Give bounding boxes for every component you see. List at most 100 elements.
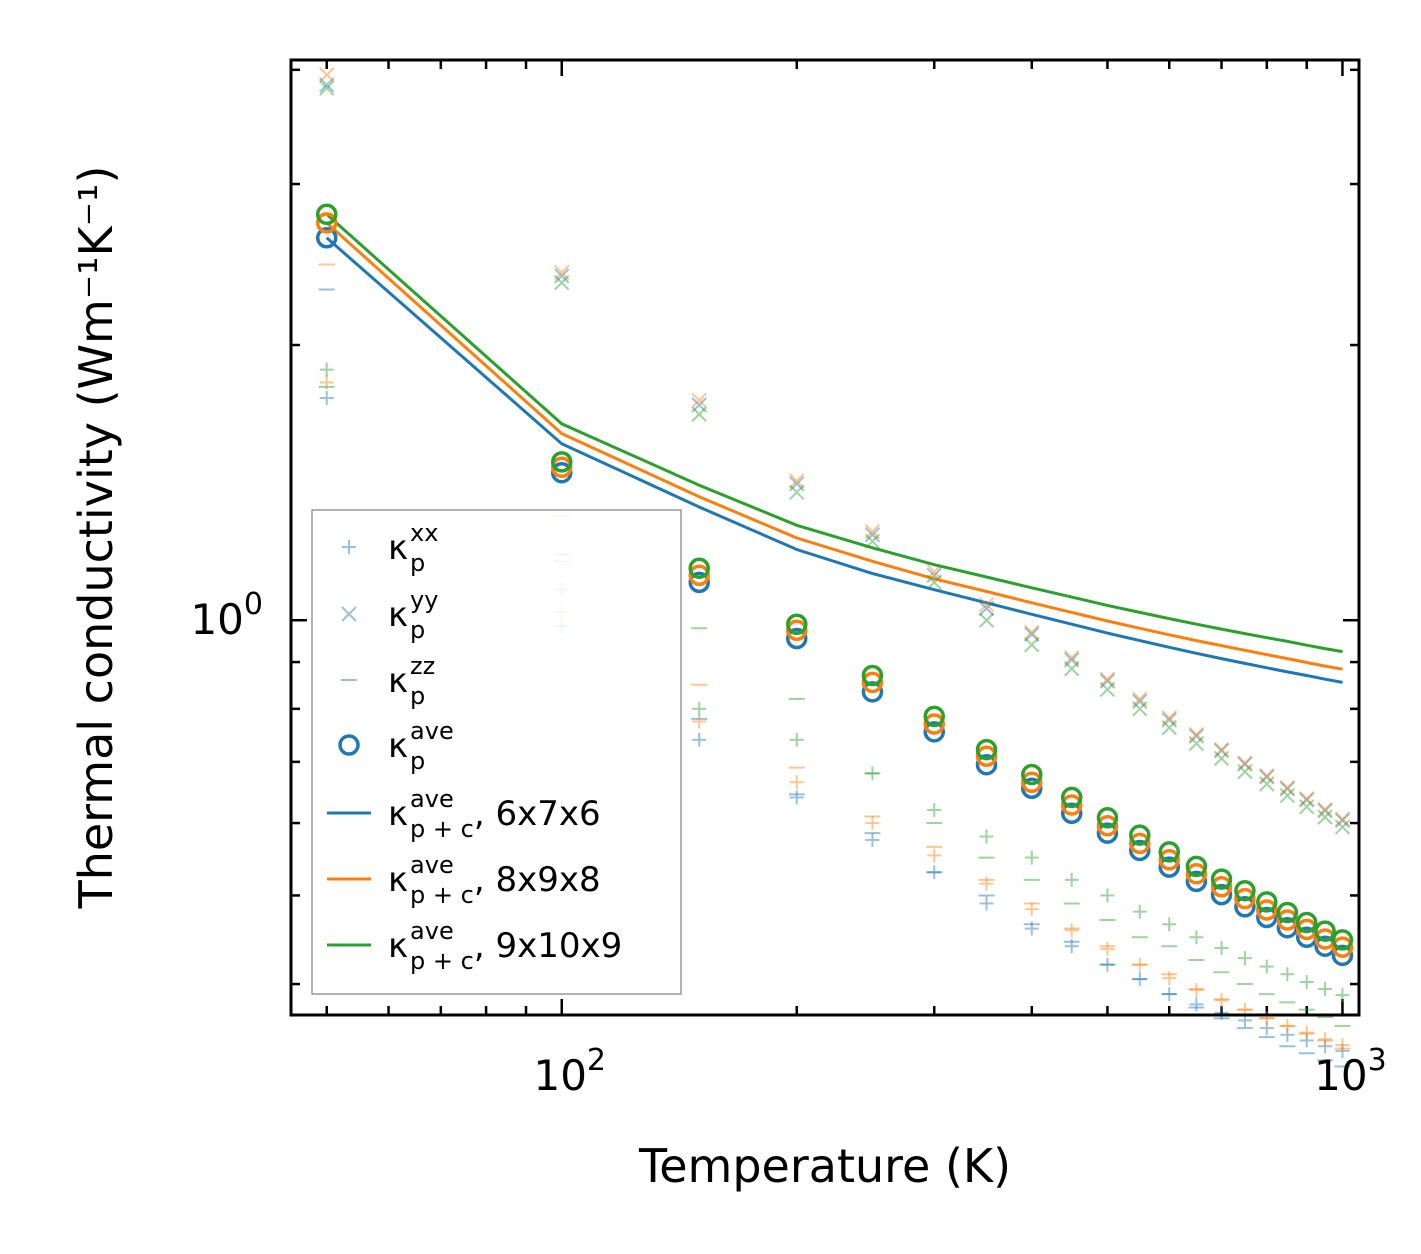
kyy-point-6x7x6-950: [1317, 802, 1333, 819]
kave-point-9x10x9-700-ring: [1210, 868, 1233, 890]
kyy-point-8x9x8-800-b: [1259, 767, 1275, 784]
kyy-point-8x9x8-100-a: [554, 264, 570, 281]
kyy-point-6x7x6-150: [691, 397, 707, 413]
kave-point-8x9x8-1000: [1331, 936, 1354, 958]
kyy-point-9x10x9-50: [319, 80, 335, 96]
kxx-point-6x7x6-650: [1189, 997, 1204, 1012]
kxx-point-6x7x6-850: [1280, 1027, 1295, 1042]
kxx-point-8x9x8-650: [1189, 983, 1204, 998]
kave-point-9x10x9-1000-ring: [1331, 929, 1354, 951]
kyy-point-6x7x6-750-b: [1237, 756, 1253, 772]
kave-point-9x10x9-350-ring: [975, 738, 998, 761]
x-axis-label: Temperature (K): [638, 1139, 1011, 1193]
kave-point-8x9x8-450: [1060, 794, 1083, 816]
kyy-point-8x9x8-550-a: [1132, 691, 1148, 707]
kyy-point-6x7x6-950-a: [1317, 802, 1333, 819]
kave-point-9x10x9-150-ring: [688, 557, 710, 579]
kyy-point-8x9x8-950: [1317, 801, 1333, 818]
kyy-point-8x9x8-600-b: [1161, 710, 1177, 726]
kyy-point-8x9x8-1000-b: [1334, 811, 1351, 827]
kave-point-8x9x8-800-ring: [1256, 899, 1278, 921]
kyy-point-9x10x9-400: [1024, 637, 1040, 653]
kxx-point-9x10x9-700: [1214, 941, 1229, 956]
kave-point-8x9x8-450-ring: [1060, 794, 1083, 816]
kyy-point-9x10x9-400-a: [1024, 637, 1040, 653]
kave-point-8x9x8-200-ring: [786, 619, 808, 642]
kxx-point-8x9x8-150: [692, 714, 707, 729]
legend-label-sup: ave: [410, 717, 454, 745]
legend-entry-6: κave p + c, 9x10x9: [327, 917, 622, 975]
kave-point-8x9x8-50-ring: [315, 212, 338, 234]
kxx-point-9x10x9-550: [1132, 904, 1147, 919]
kxx-point-9x10x9-750: [1237, 951, 1252, 966]
kave-point-9x10x9-1000: [1331, 929, 1354, 951]
kxx-point-8x9x8-300: [927, 848, 942, 863]
kyy-point-8x9x8-750-a: [1237, 755, 1253, 771]
series-8x9x8: [318, 67, 1351, 1053]
kyy-point-6x7x6-750: [1237, 756, 1253, 772]
legend-entry-0: κxx p: [342, 519, 438, 577]
kyy-point-9x10x9-300-a: [926, 574, 942, 591]
kyy-point-9x10x9-700-b: [1213, 750, 1230, 767]
legend-label-base: κ: [388, 860, 408, 900]
kyy-point-6x7x6-350-a: [978, 600, 995, 617]
kxx-point-6x7x6-900: [1299, 1033, 1314, 1048]
kyy-point-9x10x9-850-b: [1279, 787, 1296, 804]
legend-label-sup: ave: [410, 785, 454, 813]
kyy-point-6x7x6-850: [1279, 781, 1296, 797]
kyy-point-9x10x9-700-a: [1213, 750, 1230, 767]
kyy-point-9x10x9-900-b: [1299, 799, 1315, 815]
kyy-point-6x7x6-600: [1161, 712, 1177, 728]
kyy-point-6x7x6-400-b: [1024, 626, 1040, 643]
kxx-point-9x10x9-950: [1318, 982, 1333, 997]
kave-point-9x10x9-500: [1096, 807, 1119, 829]
kyy-point-9x10x9-800: [1259, 776, 1275, 792]
x-tick-label-1: 103: [1314, 1043, 1387, 1100]
kyy-point-6x7x6-800: [1259, 769, 1275, 785]
kyy-point-6x7x6-450-a: [1064, 652, 1080, 668]
kave-point-6x7x6-350-ring: [975, 753, 998, 776]
kave-point-8x9x8-600-ring: [1158, 849, 1181, 871]
legend-label-suffix: , 8x9x8: [474, 860, 601, 900]
kpc-line-6x7x6: [325, 236, 1343, 684]
series-6x7x6: [318, 77, 1351, 1068]
legend-label-sup: yy: [410, 586, 438, 614]
kyy-point-8x9x8-750: [1237, 755, 1253, 771]
kxx-point-9x10x9-150: [692, 701, 707, 716]
kave-point-6x7x6-550: [1129, 839, 1151, 862]
kyy-point-6x7x6-550: [1132, 693, 1148, 710]
kave-point-6x7x6-800-ring: [1256, 906, 1278, 929]
legend-label-6: κave p + c, 9x10x9: [388, 917, 622, 975]
kave-point-9x10x9-350: [975, 738, 998, 761]
kave-point-8x9x8-600: [1158, 849, 1181, 871]
kave-point-9x10x9-950: [1314, 920, 1336, 942]
kave-point-9x10x9-200: [786, 613, 808, 635]
kxx-point-8x9x8-200: [789, 775, 804, 790]
legend-marker-swatch: [342, 540, 356, 554]
legend-label-sup: xx: [410, 519, 438, 547]
kave-point-8x9x8-50: [315, 212, 338, 234]
kyy-point-8x9x8-850-a: [1279, 779, 1296, 796]
kyy-point-6x7x6-600-b: [1161, 712, 1177, 728]
kyy-point-9x10x9-400-b: [1024, 637, 1040, 653]
kyy-point-8x9x8-700-b: [1213, 741, 1230, 758]
kyy-point-9x10x9-500: [1099, 681, 1116, 698]
legend-marker-swatch-b: [341, 606, 357, 622]
kave-point-8x9x8-800: [1256, 899, 1278, 921]
legend-entry-5: κave p + c, 8x9x8: [327, 851, 601, 909]
kave-point-6x7x6-600: [1158, 856, 1181, 878]
kyy-point-6x7x6-450: [1064, 652, 1080, 668]
axes-frame: [289, 58, 1361, 1017]
kave-point-8x9x8-150: [688, 564, 710, 586]
kave-point-6x7x6-200-ring: [786, 627, 808, 650]
kyy-point-8x9x8-750-b: [1237, 755, 1253, 771]
kave-point-8x9x8-350-ring: [975, 745, 998, 767]
kyy-point-9x10x9-600-a: [1161, 719, 1177, 736]
kxx-point-8x9x8-500: [1100, 941, 1115, 956]
kyy-point-6x7x6-700-b: [1213, 742, 1230, 759]
kave-point-6x7x6-750: [1234, 895, 1256, 918]
kyy-point-9x10x9-900: [1299, 799, 1315, 815]
kyy-point-9x10x9-200: [789, 484, 805, 501]
kyy-point-9x10x9-350-a: [978, 612, 995, 628]
